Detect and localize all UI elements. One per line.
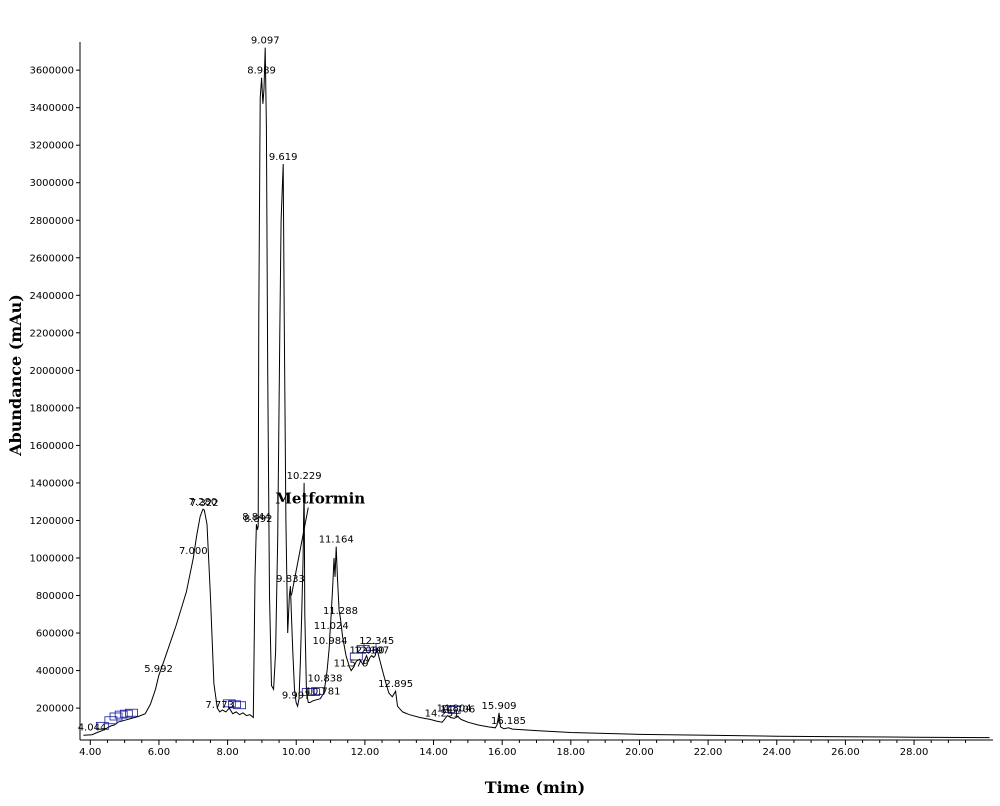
y-ticks: 200000 400000 600000 800000 1000000 1200000 14… — [29, 66, 80, 715]
peak-label: 7.280 — [189, 497, 218, 508]
y-tick-label: 600000 — [36, 629, 74, 640]
peak-label: 11.024 — [314, 621, 349, 632]
x-tick-label: 8.00 — [216, 747, 238, 758]
y-tick-label: 3000000 — [29, 178, 74, 189]
y-tick-label: 3400000 — [29, 103, 74, 114]
peak-label: 7.000 — [179, 546, 208, 557]
y-tick-label: 2400000 — [29, 291, 74, 302]
x-tick-label: 14.00 — [419, 747, 448, 758]
overlap-label-mark — [222, 699, 236, 708]
overlap-label-mark — [228, 700, 241, 709]
peak-label: 8.844 — [242, 512, 271, 523]
overlap-label-mark — [306, 688, 320, 696]
y-tick-label: 1600000 — [29, 441, 74, 452]
peak-label: 12.197 — [354, 645, 389, 656]
overlap-label-mark — [114, 710, 128, 719]
metformin-annotation: Metformin — [275, 490, 365, 508]
x-ticks: 4.00 6.00 8.00 10.00 12.00 14.00 16.00 18.00 20.… — [79, 740, 967, 758]
clutter-labels — [95, 643, 461, 730]
peak-label: 7.773 — [205, 700, 234, 711]
y-tick-label: 2000000 — [29, 366, 74, 377]
x-tick-label: 22.00 — [694, 747, 723, 758]
y-tick-label: 400000 — [36, 666, 74, 677]
x-tick-label: 12.00 — [351, 747, 380, 758]
peak-label: 14.804 — [437, 704, 472, 715]
y-tick-label: 1800000 — [29, 403, 74, 414]
x-tick-label: 20.00 — [625, 747, 654, 758]
y-tick-label: 2600000 — [29, 253, 74, 264]
overlap-label-mark — [442, 705, 456, 713]
peak-label: 16.185 — [491, 716, 526, 727]
peak-label: 15.909 — [482, 701, 517, 712]
y-tick-label: 3200000 — [29, 141, 74, 152]
peak-label: 10.781 — [306, 687, 341, 698]
peak-label: 7.322 — [190, 498, 219, 509]
peak-label: 11.579 — [334, 659, 369, 670]
x-tick-label: 28.00 — [900, 747, 929, 758]
x-tick-label: 24.00 — [762, 747, 791, 758]
y-tick-label: 2200000 — [29, 328, 74, 339]
x-tick-label: 18.00 — [557, 747, 586, 758]
y-tick-label: 1000000 — [29, 553, 74, 564]
x-tick-label: 4.00 — [79, 747, 101, 758]
y-tick-label: 1200000 — [29, 516, 74, 527]
peak-label: 12.345 — [359, 636, 394, 647]
overlap-label-mark — [109, 712, 123, 721]
y-tick-label: 800000 — [36, 591, 74, 602]
overlap-label-mark — [233, 701, 247, 710]
y-axis-title: Abundance (mAu) — [6, 294, 25, 457]
peak-label: 10.838 — [307, 674, 342, 685]
peak-label: 9.619 — [269, 152, 298, 163]
peak-label: 8.892 — [244, 514, 273, 525]
overlap-label-mark — [125, 708, 138, 717]
peak-label: 9.997 — [282, 690, 311, 701]
overlap-label-mark — [356, 645, 370, 653]
x-tick-label: 6.00 — [148, 747, 170, 758]
y-tick-label: 3600000 — [29, 66, 74, 77]
annotations: Metformin — [275, 490, 365, 596]
overlap-label-mark — [447, 706, 461, 714]
overlap-label-mark — [349, 652, 363, 661]
peak-label: 12.895 — [378, 679, 413, 690]
x-axis-title: Time (min) — [485, 778, 585, 797]
x-tick-label: 16.00 — [488, 747, 517, 758]
peak-label: 9.097 — [251, 36, 280, 47]
peak-label: 5.992 — [144, 664, 173, 675]
peak-label: 14.706 — [440, 705, 475, 716]
peak-label: 8.989 — [247, 66, 276, 77]
metformin-arrow — [290, 507, 309, 596]
peak-label: 10.984 — [313, 636, 348, 647]
overlap-label-mark — [363, 643, 377, 651]
peak-label: 10.229 — [287, 471, 322, 482]
peak-label: 12.060 — [349, 645, 384, 656]
plot-area: 200000 400000 600000 800000 1000000 1200000 14… — [29, 36, 993, 758]
y-tick-label: 200000 — [36, 704, 74, 715]
peak-label: 4.044 — [78, 723, 107, 734]
x-tick-label: 10.00 — [282, 747, 311, 758]
overlap-label-mark — [119, 709, 133, 718]
peak-label: 14.251 — [425, 708, 460, 719]
overlap-label-mark — [95, 721, 109, 730]
chromatogram-trace — [83, 47, 990, 739]
y-tick-label: 2800000 — [29, 216, 74, 227]
x-tick-label: 26.00 — [831, 747, 860, 758]
peak-label: 11.288 — [323, 606, 358, 617]
overlap-label-mark — [311, 687, 324, 696]
y-tick-label: 1400000 — [29, 478, 74, 489]
peak-label: 11.164 — [319, 535, 354, 546]
peak-label: 9.833 — [276, 574, 305, 585]
